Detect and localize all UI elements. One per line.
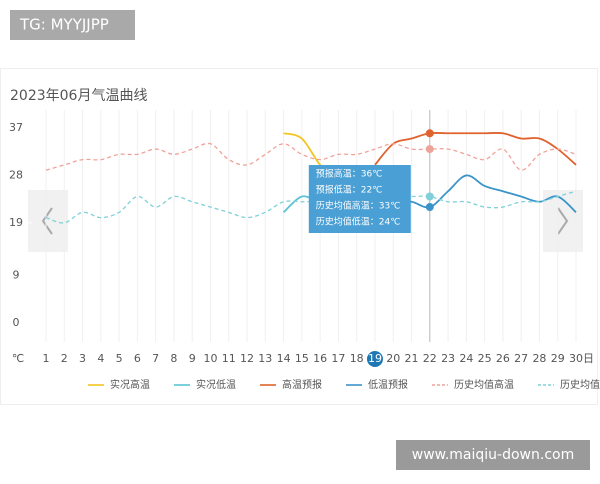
x-tick-label: 2 [61,352,68,365]
hover-point [425,203,434,212]
series-line [374,131,577,166]
hover-point [425,129,434,138]
legend-label: 实况低温 [196,378,236,391]
x-tick-label: 4 [97,352,104,365]
x-tick-label: 14 [277,352,291,365]
prev-button[interactable] [28,190,68,252]
x-tick-label: 1 [43,352,50,365]
x-tick-label: 21 [405,352,419,365]
tooltip-line: 预报高温：36℃ [316,168,383,180]
x-tick-label: 5 [116,352,123,365]
y-tick-label: 0 [13,316,20,329]
x-tick-label: 11 [222,352,236,365]
y-unit: ℃ [12,352,24,365]
x-tick-label: 26 [496,352,510,365]
x-tick-label: 16 [313,352,327,365]
next-arrow [557,207,569,235]
x-tick-label: 29 [551,352,565,365]
watermark: TG: MYYJJPP [19,16,109,34]
series-line [45,142,577,171]
legend-label: 历史均值低温 [560,378,600,391]
x-tick-label: 30 [569,352,583,365]
tooltip-line: 历史均值低温：24℃ [316,216,401,228]
x-tick-label: 7 [152,352,159,365]
x-tick-label: 8 [170,352,177,365]
hover-point [425,192,434,201]
x-tick-label: 27 [514,352,528,365]
x-tick-label: 13 [258,352,272,365]
tooltip [308,165,411,233]
x-tick-label: 9 [189,352,196,365]
prev-arrow [41,207,53,235]
x-tick-label: 19 [368,352,382,365]
x-tick-label: 25 [478,352,492,365]
x-tick-label: 6 [134,352,141,365]
x-tick-label: 3 [79,352,86,365]
highlight-day [366,351,383,367]
tooltip-line: 历史均值高温：33℃ [316,200,401,212]
x-tick-label: 22 [423,352,437,365]
x-tick-label: 10 [203,352,217,365]
x-tick-label: 12 [240,352,254,365]
x-tick-label: 17 [331,352,345,365]
x-tick-label: 24 [459,352,473,365]
card [0,68,598,405]
x-tick-label: 23 [441,352,455,365]
legend-label: 高温预报 [282,378,322,391]
x-tick-label: 18 [350,352,364,365]
tooltip-line: 预报低温：22℃ [316,184,383,196]
x-tick-label: 20 [386,352,400,365]
x-tick-label: 28 [532,352,546,365]
hover-point [425,145,434,154]
x-unit: 日 [583,352,594,365]
y-tick-label: 37 [9,121,23,134]
y-tick-label: 9 [13,269,20,282]
watermark-box [396,440,590,470]
watermark: www.maiqiu-down.com [412,447,574,463]
y-tick-label: 28 [9,168,23,181]
legend-label: 实况高温 [110,378,150,391]
legend-label: 历史均值高温 [454,378,514,391]
chart-title: 2023年06月气温曲线 [10,88,147,104]
watermark-box [10,10,135,40]
legend-label: 低温预报 [368,378,408,391]
x-tick-label: 15 [295,352,309,365]
y-tick-label: 19 [9,216,23,229]
